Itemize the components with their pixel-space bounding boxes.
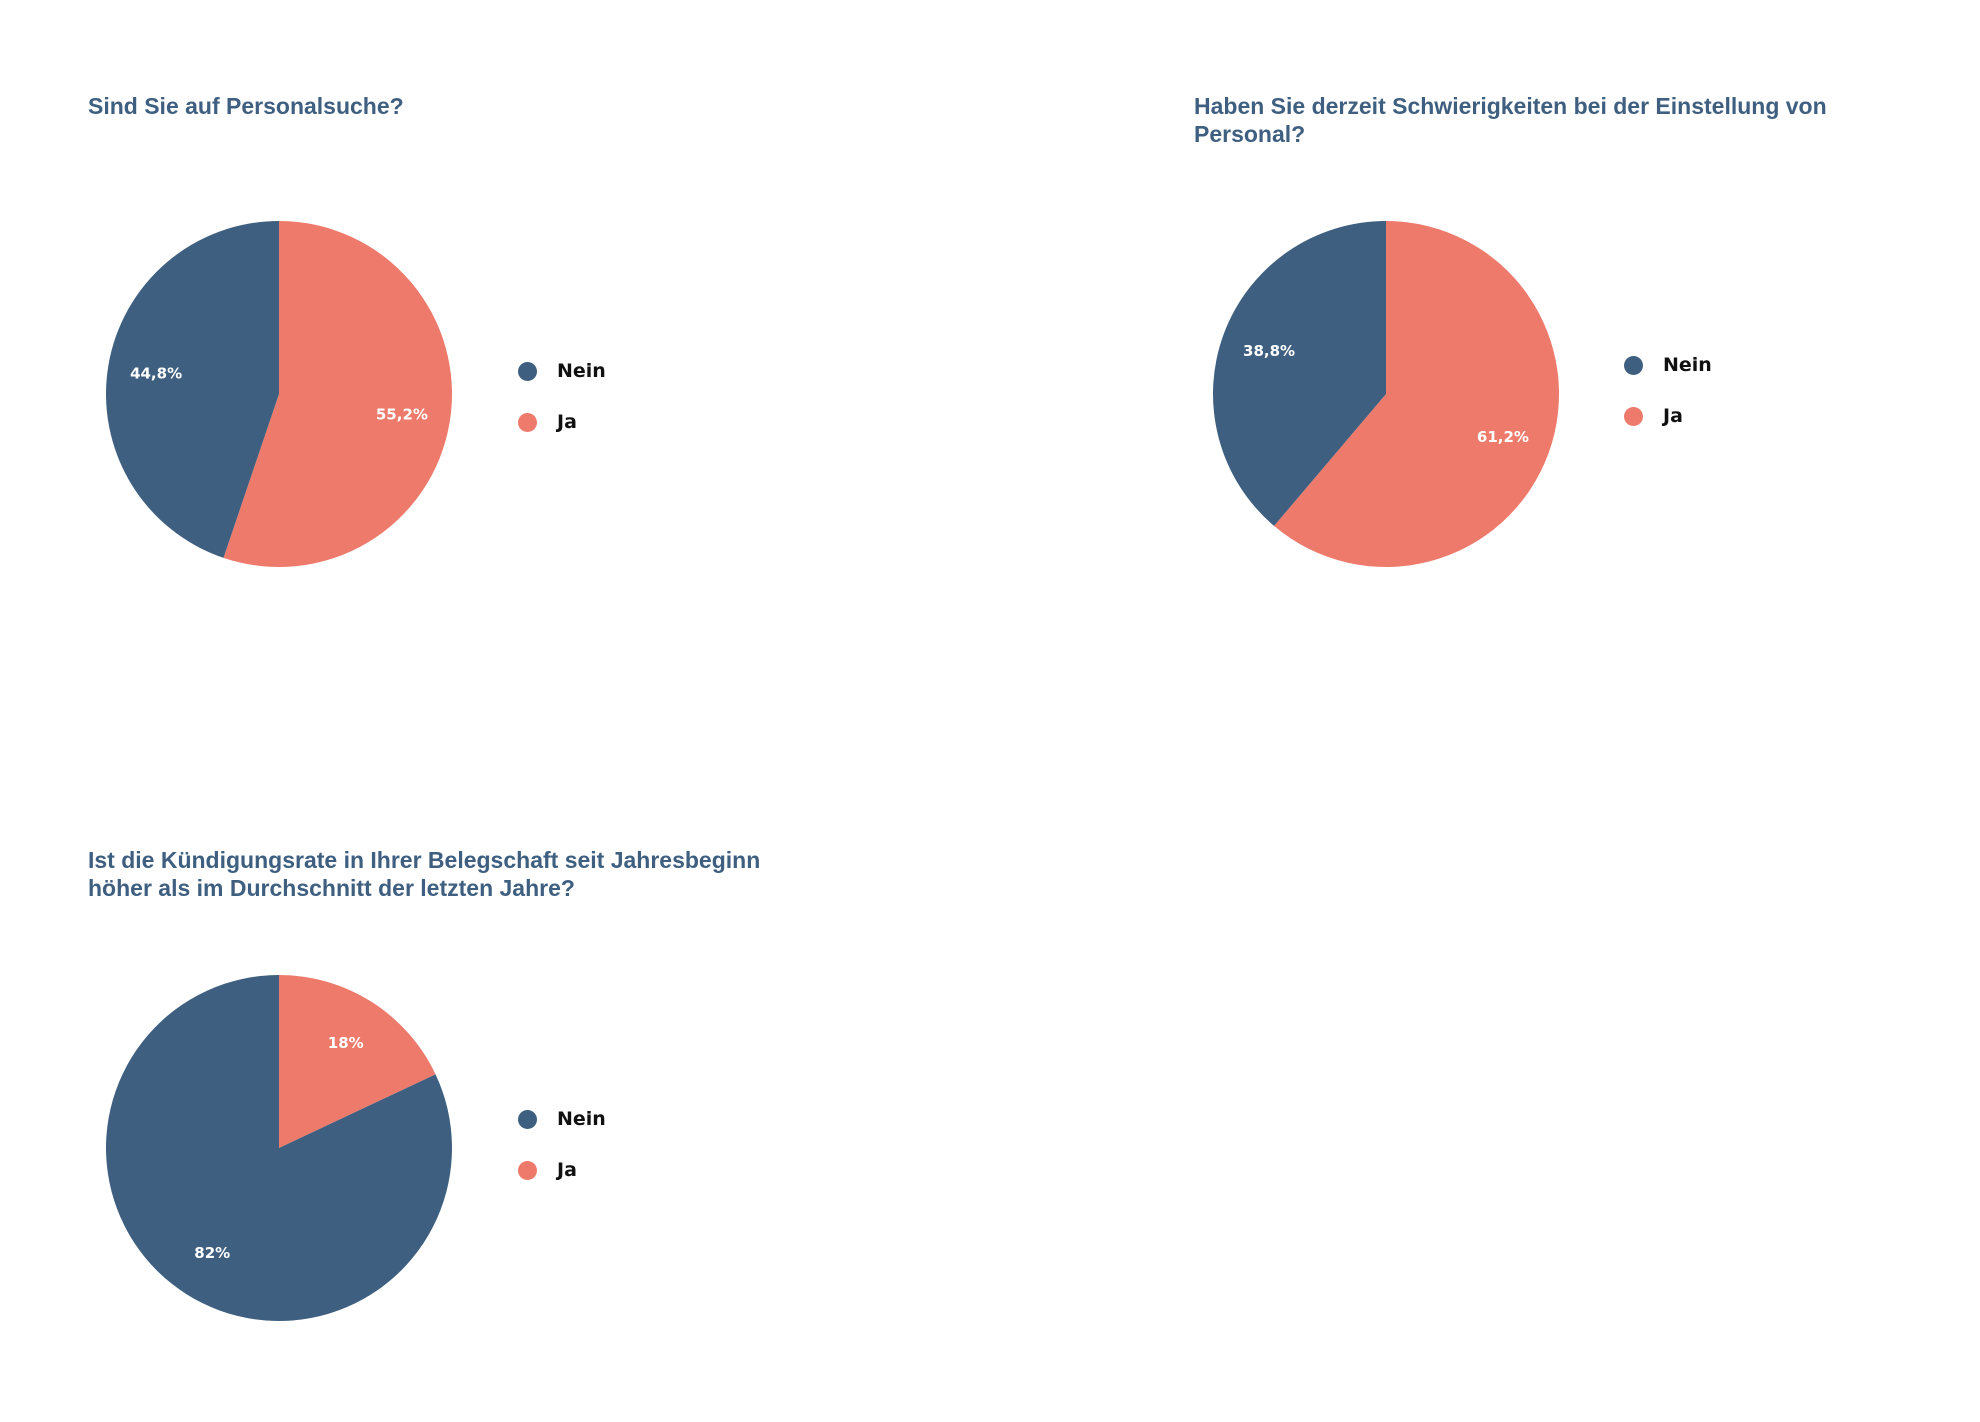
chart-legend: Nein Ja bbox=[518, 1106, 606, 1208]
legend-marker-ja bbox=[518, 412, 537, 432]
legend-item-nein: Nein bbox=[1624, 352, 1712, 378]
legend-item-ja: Ja bbox=[1624, 403, 1712, 429]
pie-chart: 18% 82% bbox=[106, 975, 453, 1321]
pie-chart: 55,2% 44,8% bbox=[106, 221, 453, 567]
legend-item-nein: Nein bbox=[518, 358, 606, 384]
legend-label: Ja bbox=[1663, 405, 1683, 427]
chart-panel-1: Sind Sie auf Personalsuche? 55,2% 44,8% N… bbox=[0, 0, 990, 711]
pie-slice-ja bbox=[279, 975, 436, 1148]
data-label-ja: 61,2% bbox=[1477, 428, 1529, 446]
legend-marker-nein bbox=[1624, 355, 1643, 375]
legend-label: Nein bbox=[1663, 354, 1712, 376]
legend-item-ja: Ja bbox=[518, 1157, 606, 1183]
legend-item-ja: Ja bbox=[518, 409, 606, 435]
data-label-nein: 44,8% bbox=[130, 365, 182, 383]
chart-title: Ist die Kündigungsrate in Ihrer Belegsch… bbox=[88, 847, 761, 901]
pie-slice-ja bbox=[1274, 221, 1559, 567]
data-label-ja: 18% bbox=[328, 1034, 364, 1052]
legend-label: Nein bbox=[557, 1108, 606, 1130]
legend-label: Ja bbox=[557, 411, 577, 433]
legend-label: Ja bbox=[557, 1159, 577, 1181]
legend-marker-nein bbox=[518, 361, 537, 381]
legend-marker-nein bbox=[518, 1109, 537, 1129]
chart-legend: Nein Ja bbox=[518, 358, 606, 460]
legend-marker-ja bbox=[518, 1160, 537, 1180]
data-label-nein: 82% bbox=[194, 1244, 230, 1262]
pie-slice-nein bbox=[106, 975, 453, 1321]
chart-title: Sind Sie auf Personalsuche? bbox=[88, 93, 404, 119]
data-label-ja: 55,2% bbox=[376, 405, 428, 423]
pie-slice-nein bbox=[106, 221, 279, 558]
chart-panel-2: Haben Sie derzeit Schwierigkeiten bei de… bbox=[1194, 93, 1827, 567]
pie-slice-ja bbox=[223, 221, 453, 567]
data-label-nein: 38,8% bbox=[1243, 342, 1295, 360]
legend-marker-ja bbox=[1624, 406, 1643, 426]
legend-item-nein: Nein bbox=[518, 1106, 606, 1132]
chart-title: Haben Sie derzeit Schwierigkeiten bei de… bbox=[1194, 93, 1827, 147]
pie-slice-nein bbox=[1213, 221, 1386, 526]
pie-chart: 61,2% 38,8% bbox=[1213, 221, 1559, 567]
chart-legend: Nein Ja bbox=[1624, 352, 1712, 454]
legend-label: Nein bbox=[557, 360, 606, 382]
chart-panel-3: Ist die Kündigungsrate in Ihrer Belegsch… bbox=[0, 711, 990, 1422]
